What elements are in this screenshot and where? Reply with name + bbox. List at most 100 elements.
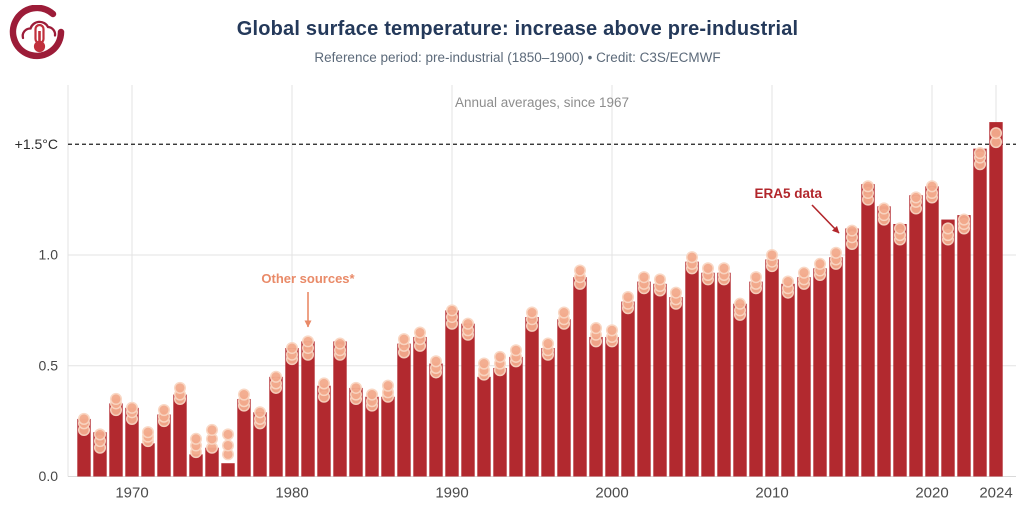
dot-1990[interactable] — [445, 304, 459, 317]
dot-2014[interactable] — [829, 246, 843, 259]
dot-1969[interactable] — [109, 392, 123, 406]
bar-2004[interactable] — [669, 297, 683, 477]
bar-1972[interactable] — [157, 414, 171, 477]
bar-1989[interactable] — [429, 363, 443, 477]
bar-2002[interactable] — [637, 281, 651, 477]
dot-2020[interactable] — [925, 180, 939, 193]
dot-1978[interactable] — [253, 406, 267, 419]
bar-1976[interactable] — [221, 463, 235, 477]
dot-1987[interactable] — [397, 333, 411, 346]
dot-2019[interactable] — [909, 191, 923, 204]
dot-1994[interactable] — [509, 344, 523, 357]
dot-2003[interactable] — [653, 273, 667, 286]
bar-1971[interactable] — [141, 443, 155, 477]
dot-2007[interactable] — [717, 262, 731, 275]
bar-2008[interactable] — [733, 303, 747, 477]
bar-1981[interactable] — [301, 341, 315, 477]
bar-2001[interactable] — [621, 301, 635, 477]
dot-1983[interactable] — [333, 337, 347, 350]
bar-1984[interactable] — [349, 387, 363, 477]
bar-1982[interactable] — [317, 385, 331, 477]
bar-1991[interactable] — [461, 323, 475, 477]
bar-1999[interactable] — [589, 336, 603, 477]
dot-2004[interactable] — [669, 286, 683, 299]
bar-1990[interactable] — [445, 310, 459, 477]
dot-1995[interactable] — [525, 306, 539, 319]
bar-1995[interactable] — [525, 317, 539, 477]
bar-2015[interactable] — [845, 228, 859, 477]
dot-2008[interactable] — [733, 297, 747, 310]
dot-1998[interactable] — [573, 264, 587, 277]
dot-2010[interactable] — [765, 248, 779, 262]
bar-2006[interactable] — [701, 272, 715, 477]
dot-2001[interactable] — [621, 291, 635, 304]
bar-1996[interactable] — [541, 348, 555, 477]
bar-1988[interactable] — [413, 336, 427, 477]
dot-2024[interactable] — [989, 127, 1003, 140]
bar-2009[interactable] — [749, 281, 763, 477]
bar-2010[interactable] — [765, 259, 779, 477]
bar-2005[interactable] — [685, 261, 699, 477]
bar-2017[interactable] — [877, 206, 891, 477]
bar-1994[interactable] — [509, 356, 523, 477]
bar-2014[interactable] — [829, 257, 843, 477]
bar-2021[interactable] — [941, 219, 955, 477]
bar-1973[interactable] — [173, 394, 187, 477]
bar-1969[interactable] — [109, 403, 123, 477]
dot-1974[interactable] — [189, 432, 203, 445]
bar-1987[interactable] — [397, 343, 411, 477]
bar-2016[interactable] — [861, 184, 875, 477]
dot-2009[interactable] — [749, 271, 763, 284]
dot-1976[interactable] — [221, 428, 235, 441]
dot-1996[interactable] — [541, 337, 555, 350]
dot-1975[interactable] — [205, 423, 219, 437]
bar-1986[interactable] — [381, 396, 395, 477]
bar-1993[interactable] — [493, 367, 507, 477]
bar-2019[interactable] — [909, 195, 923, 477]
dot-1976[interactable] — [221, 439, 235, 452]
dot-2006[interactable] — [701, 262, 715, 275]
dot-1979[interactable] — [269, 370, 283, 383]
bar-2000[interactable] — [605, 336, 619, 477]
dot-1968[interactable] — [93, 428, 107, 441]
dot-2021[interactable] — [941, 222, 955, 235]
bar-1997[interactable] — [557, 319, 571, 477]
bar-2007[interactable] — [717, 272, 731, 477]
dot-1989[interactable] — [429, 355, 443, 368]
bar-2013[interactable] — [813, 268, 827, 477]
dot-1973[interactable] — [173, 381, 187, 394]
dot-1981[interactable] — [301, 335, 315, 348]
bar-1983[interactable] — [333, 341, 347, 477]
bar-2024[interactable] — [989, 122, 1003, 477]
dot-1967[interactable] — [77, 412, 91, 425]
dot-1986[interactable] — [381, 379, 395, 392]
dot-2022[interactable] — [957, 213, 971, 226]
dot-1971[interactable] — [141, 426, 155, 439]
dot-1985[interactable] — [365, 388, 379, 401]
dot-2016[interactable] — [861, 180, 875, 193]
dot-2002[interactable] — [637, 271, 651, 284]
dot-1977[interactable] — [237, 388, 251, 401]
bar-1977[interactable] — [237, 398, 251, 477]
dot-2015[interactable] — [845, 224, 859, 237]
bar-1970[interactable] — [125, 407, 139, 477]
dot-1992[interactable] — [477, 357, 491, 370]
dot-2000[interactable] — [605, 324, 619, 337]
bar-1992[interactable] — [477, 376, 491, 477]
bar-1975[interactable] — [205, 447, 219, 477]
dot-1993[interactable] — [493, 350, 507, 363]
dot-1997[interactable] — [557, 306, 571, 319]
dot-2011[interactable] — [781, 275, 795, 288]
bar-1974[interactable] — [189, 454, 203, 477]
dot-1988[interactable] — [413, 326, 427, 339]
bar-2022[interactable] — [957, 215, 971, 477]
bar-2018[interactable] — [893, 223, 907, 477]
dot-1991[interactable] — [461, 317, 475, 330]
bar-2023[interactable] — [973, 148, 987, 477]
bar-1998[interactable] — [573, 277, 587, 477]
dot-2018[interactable] — [893, 222, 907, 235]
bar-2011[interactable] — [781, 283, 795, 477]
bar-2003[interactable] — [653, 283, 667, 477]
dot-2005[interactable] — [685, 251, 699, 264]
dot-1984[interactable] — [349, 381, 363, 394]
